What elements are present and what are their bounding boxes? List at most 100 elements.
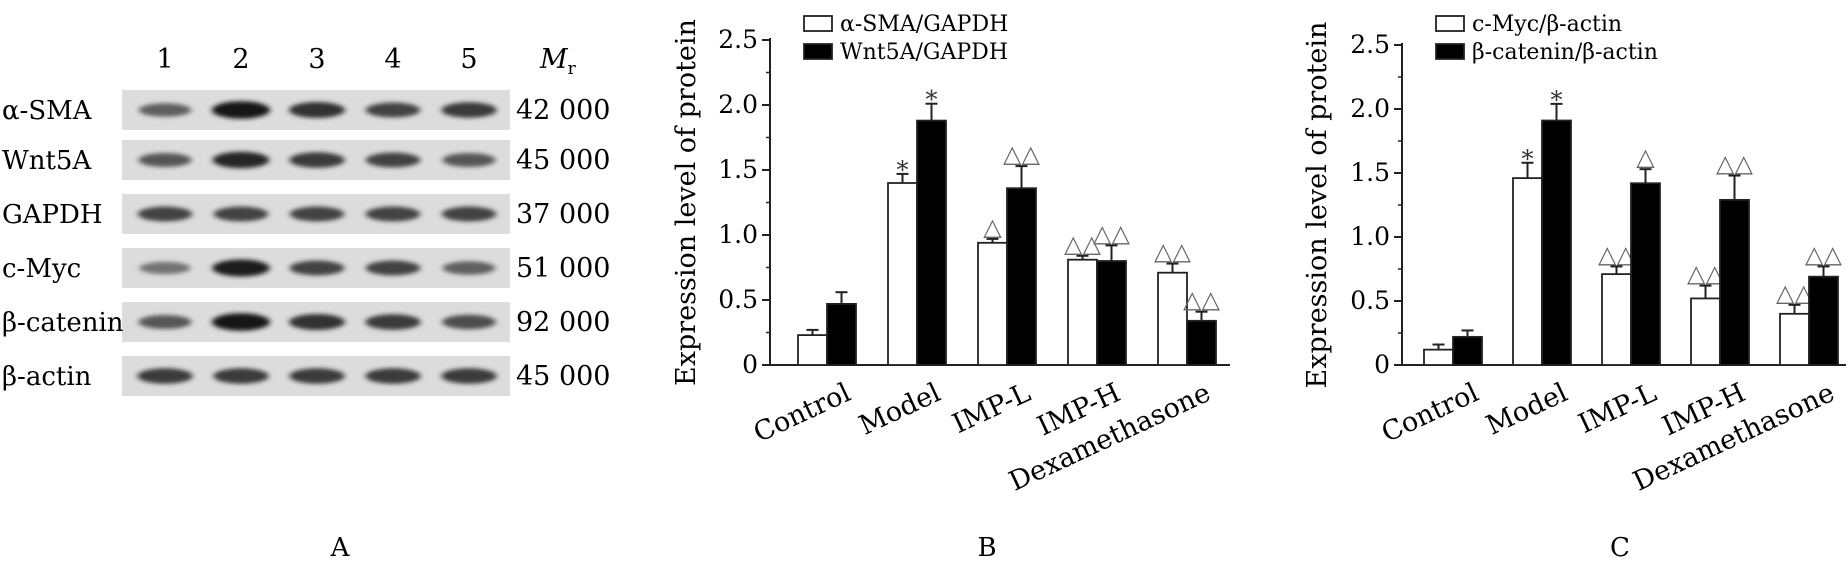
- bar: [1423, 348, 1454, 366]
- significance-mark: △△: [1598, 240, 1635, 268]
- significance-mark: *: [897, 156, 909, 184]
- protein-label: c-Myc: [2, 254, 81, 284]
- significance-mark: △△: [1776, 279, 1813, 307]
- blot-band: [289, 152, 345, 168]
- lane-number: 3: [308, 44, 325, 75]
- mr-label: Mr: [539, 44, 577, 79]
- western-blot-panel: 1 2 3 4 5 Mr α-SMA 42 000 Wnt5A 45 000 GAPDH 37 000…: [2, 44, 610, 563]
- molecular-weight: 92 000: [516, 307, 610, 338]
- y-tick-label: 2.5: [1350, 30, 1390, 59]
- bar: [1096, 260, 1127, 366]
- y-tick-label: 0.5: [1350, 286, 1390, 315]
- y-tick-label: 0: [742, 350, 758, 379]
- blot-band: [442, 314, 496, 330]
- protein-label: β-actin: [2, 362, 92, 392]
- blot-row: α-SMA 42 000: [2, 90, 610, 130]
- blot-band: [289, 102, 345, 118]
- significance-mark: *: [1522, 145, 1534, 173]
- blot-band: [139, 261, 191, 275]
- legend-swatch: [1435, 15, 1465, 32]
- bar-chart-c: 0 0.5 1.0 1.5 2.0 2.5 Expression level of prot…: [1302, 12, 1846, 563]
- category-label: Control: [1377, 377, 1483, 449]
- blot-band: [138, 103, 192, 117]
- legend-label: c-Myc/β-actin: [1472, 12, 1622, 37]
- blot-band: [441, 102, 497, 118]
- panel-letter: B: [977, 533, 996, 563]
- y-tick-label: 1.5: [1350, 158, 1390, 187]
- molecular-weight: 51 000: [516, 253, 610, 284]
- bar: [916, 119, 947, 366]
- blot-band: [289, 260, 345, 276]
- y-tick-label: 2.0: [1350, 94, 1390, 123]
- significance-mark: △△: [1183, 286, 1220, 314]
- lane-number: 5: [460, 44, 477, 75]
- bar: [977, 241, 1008, 366]
- bar: [1006, 187, 1037, 366]
- blot-band: [137, 206, 193, 222]
- y-tick-label: 0: [1374, 350, 1390, 379]
- blot-band: [441, 206, 497, 222]
- protein-label: β-catenin: [2, 308, 124, 338]
- category-label: IMP-L: [1574, 377, 1662, 440]
- significance-mark: △△: [1093, 219, 1130, 247]
- blot-band: [137, 368, 193, 384]
- bar-chart-b: 0 0.5 1.0 1.5 2.0 2.5 Expression level of prot…: [671, 12, 1230, 563]
- blot-row: Wnt5A 45 000: [2, 140, 610, 180]
- blot-band: [442, 153, 496, 167]
- y-tick-label: 2.0: [718, 90, 758, 119]
- category-label: Model: [854, 377, 945, 441]
- blot-row: β-catenin 92 000: [2, 302, 610, 342]
- protein-label: GAPDH: [2, 200, 103, 230]
- blot-band: [213, 368, 269, 384]
- blot-band: [365, 260, 421, 276]
- blot-row: β-actin 45 000: [2, 356, 610, 396]
- blot-band: [365, 102, 421, 118]
- legend-label: α-SMA/GAPDH: [840, 12, 1008, 37]
- y-axis-label: Expression level of protein: [671, 19, 702, 386]
- significance-mark: △△: [1003, 140, 1040, 168]
- bar: [1779, 312, 1810, 366]
- blot-band: [213, 206, 269, 222]
- legend-swatch: [803, 43, 833, 60]
- panel-letter: A: [330, 533, 351, 563]
- molecular-weight: 45 000: [516, 145, 610, 176]
- significance-mark: △△: [1687, 260, 1724, 288]
- bar: [1690, 297, 1721, 366]
- molecular-weight: 37 000: [516, 199, 610, 230]
- blot-band: [289, 368, 345, 384]
- significance-mark: △△: [1064, 230, 1101, 258]
- y-axis-label: Expression level of protein: [1302, 22, 1333, 389]
- bar: [1157, 271, 1188, 366]
- blot-band: [211, 101, 271, 119]
- lane-number: 4: [384, 44, 401, 75]
- significance-mark: *: [926, 86, 938, 114]
- blot-band: [212, 259, 270, 277]
- category-label: IMP-L: [948, 377, 1036, 440]
- blot-band: [441, 368, 497, 384]
- molecular-weight: 42 000: [516, 95, 610, 126]
- bar: [826, 302, 857, 366]
- blot-band: [211, 313, 271, 331]
- blot-band: [365, 206, 421, 222]
- panel-letter: C: [1610, 533, 1630, 563]
- blot-band: [212, 151, 270, 169]
- significance-mark: *: [1551, 86, 1563, 114]
- protein-label: Wnt5A: [2, 146, 92, 176]
- bar: [1452, 335, 1483, 366]
- y-tick-label: 1.0: [718, 220, 758, 249]
- blot-band: [442, 261, 496, 275]
- lane-number: 2: [232, 44, 249, 75]
- blot-band: [289, 314, 345, 330]
- bar: [1067, 258, 1098, 366]
- blot-band: [365, 368, 421, 384]
- blot-row: c-Myc 51 000: [2, 248, 610, 288]
- bar: [1719, 198, 1750, 366]
- significance-mark: △△: [1154, 238, 1191, 266]
- bar: [1630, 182, 1661, 366]
- bar: [1541, 119, 1572, 366]
- significance-mark: △: [983, 213, 1002, 241]
- y-tick-label: 1.0: [1350, 222, 1390, 251]
- protein-label: α-SMA: [2, 96, 93, 126]
- blot-band: [138, 153, 192, 167]
